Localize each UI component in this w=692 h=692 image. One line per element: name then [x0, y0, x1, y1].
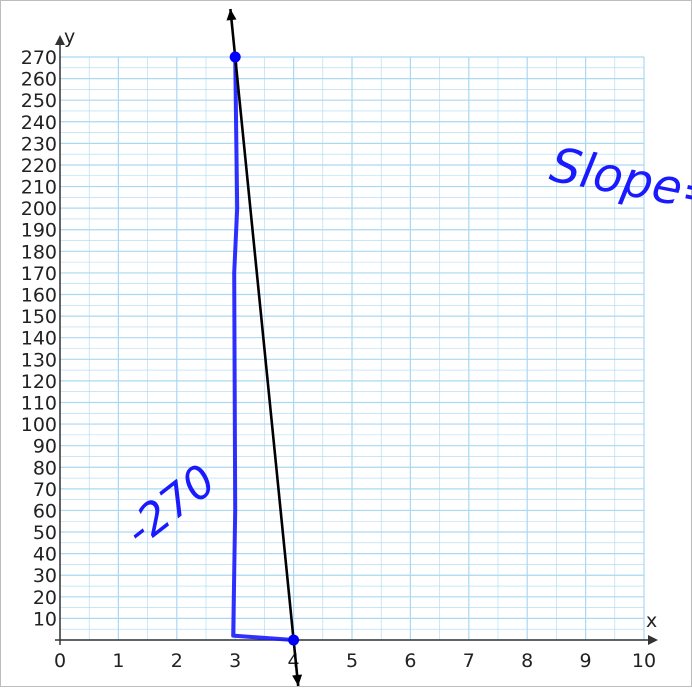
- x-tick-label: 9: [580, 650, 592, 672]
- x-tick-label: 0: [54, 650, 66, 672]
- x-tick-label: 7: [463, 650, 475, 672]
- y-tick-label: 50: [33, 522, 57, 544]
- y-tick-label: 60: [33, 500, 57, 522]
- x-tick-label: 1: [112, 650, 124, 672]
- y-tick-label: 220: [21, 155, 57, 177]
- x-axis-label: x: [646, 610, 657, 632]
- y-tick-label: 30: [33, 565, 57, 587]
- y-tick-label: 260: [21, 69, 57, 91]
- data-point: [229, 51, 241, 63]
- y-tick-label: 200: [21, 198, 57, 220]
- y-tick-label: 110: [21, 392, 57, 414]
- line-arrow-down-icon: [292, 674, 303, 686]
- y-tick-label: 210: [21, 177, 57, 199]
- y-axis-label: y: [64, 26, 75, 48]
- y-tick-label: 130: [21, 349, 57, 371]
- y-tick-label: 40: [33, 544, 57, 566]
- x-tick-label: 4: [288, 650, 300, 672]
- y-tick-label: 70: [33, 479, 57, 501]
- tick-labels: 0 1 2 3 4 5 6 7 8 9 101020304050607080901001101201…: [21, 47, 656, 672]
- series: [226, 8, 303, 687]
- line-arrow-up-icon: [226, 9, 237, 21]
- x-tick-label: 8: [521, 650, 533, 672]
- y-tick-label: 150: [21, 306, 57, 328]
- x-tick-label: 2: [171, 650, 183, 672]
- y-tick-label: 180: [21, 241, 57, 263]
- y-tick-label: 230: [21, 133, 57, 155]
- y-tick-label: 190: [21, 220, 57, 242]
- y-tick-label: 170: [21, 263, 57, 285]
- y-tick-label: 100: [21, 414, 57, 436]
- y-tick-label: 140: [21, 328, 57, 350]
- y-tick-label: 120: [21, 371, 57, 393]
- y-tick-label: 160: [21, 285, 57, 307]
- grid: [59, 56, 645, 641]
- axes: [55, 35, 658, 645]
- y-tick-label: 90: [33, 436, 57, 458]
- y-tick-label: 10: [33, 608, 57, 630]
- y-tick-label: 20: [33, 587, 57, 609]
- x-axis-arrow-icon: [648, 635, 658, 645]
- y-tick-label: 250: [21, 90, 57, 112]
- x-tick-label: 6: [404, 650, 416, 672]
- data-point: [288, 634, 300, 646]
- x-tick-label: 10: [632, 650, 656, 672]
- x-tick-label: 3: [229, 650, 241, 672]
- y-tick-label: 80: [33, 457, 57, 479]
- y-tick-label: 270: [21, 47, 57, 69]
- slope-triangle: [231, 55, 296, 642]
- y-axis-arrow-icon: [55, 35, 65, 45]
- y-tick-label: 240: [21, 112, 57, 134]
- series-line: [229, 8, 300, 687]
- x-tick-label: 5: [346, 650, 358, 672]
